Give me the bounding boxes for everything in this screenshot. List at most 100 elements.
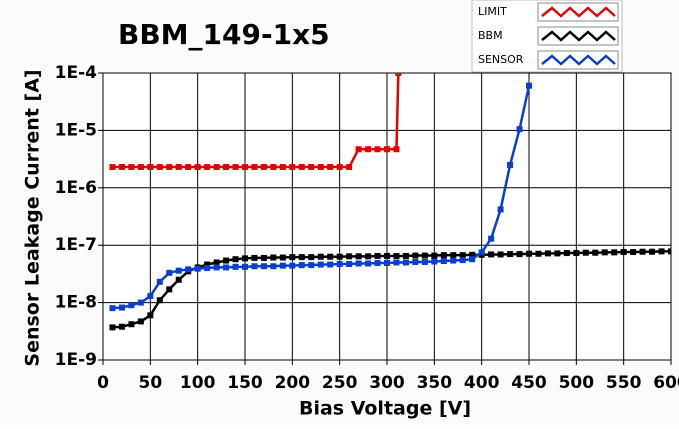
- data-point: [232, 164, 239, 171]
- data-point: [251, 254, 258, 261]
- data-point: [204, 265, 211, 272]
- data-point: [346, 253, 353, 260]
- data-point: [175, 276, 182, 283]
- data-point: [365, 260, 372, 267]
- data-point: [118, 164, 125, 171]
- chart-title: BBM_149-1x5: [118, 18, 330, 51]
- data-point: [128, 302, 135, 309]
- data-point: [204, 261, 211, 268]
- data-point: [582, 249, 589, 256]
- data-point: [526, 82, 532, 89]
- data-point: [393, 252, 400, 259]
- data-point: [336, 164, 343, 171]
- x-tick-label: 200: [275, 373, 311, 393]
- data-point: [393, 146, 400, 153]
- data-point: [649, 248, 656, 255]
- y-tick-label: 1E-5: [55, 120, 97, 140]
- x-tick-label: 300: [369, 373, 405, 393]
- data-point: [223, 257, 230, 264]
- data-point: [279, 164, 286, 171]
- data-point: [289, 262, 296, 269]
- data-point: [601, 249, 608, 256]
- data-point: [109, 164, 116, 171]
- y-tick-label: 1E-8: [55, 293, 97, 313]
- data-point: [289, 254, 296, 261]
- data-point: [431, 258, 438, 265]
- data-point: [374, 259, 381, 266]
- data-point: [450, 252, 457, 259]
- data-point: [128, 164, 135, 171]
- y-axis-label: Sensor Leakage Current [A]: [22, 69, 44, 366]
- data-point: [346, 261, 353, 268]
- data-point: [137, 299, 144, 306]
- data-point: [213, 259, 220, 266]
- data-point: [346, 164, 353, 171]
- data-point: [488, 235, 495, 242]
- data-point: [393, 259, 400, 266]
- legend-swatch-box: [537, 50, 619, 70]
- data-point: [118, 323, 125, 330]
- data-point: [384, 146, 390, 153]
- x-axis-label: Bias Voltage [V]: [299, 398, 471, 420]
- data-point: [251, 164, 258, 171]
- data-point: [412, 258, 419, 265]
- x-tick-label: 250: [322, 373, 358, 393]
- data-point: [507, 251, 514, 258]
- data-point: [109, 324, 116, 331]
- data-point: [232, 256, 239, 263]
- data-point: [147, 293, 154, 300]
- data-point: [526, 250, 532, 257]
- x-tick-label: 50: [138, 373, 162, 393]
- x-tick-label: 450: [511, 373, 547, 393]
- data-point: [270, 164, 277, 171]
- data-point: [185, 164, 192, 171]
- data-point: [194, 164, 201, 171]
- data-point: [298, 254, 305, 261]
- data-point: [147, 164, 154, 171]
- y-tick-label: 1E-7: [55, 235, 97, 255]
- data-point: [308, 164, 315, 171]
- data-point: [223, 264, 230, 271]
- data-point: [421, 252, 428, 259]
- data-point: [308, 262, 315, 269]
- data-point: [544, 250, 551, 257]
- data-point: [469, 251, 476, 258]
- data-point: [185, 266, 192, 273]
- data-point: [175, 267, 182, 274]
- data-point: [223, 164, 230, 171]
- data-point: [232, 263, 239, 270]
- legend-swatch: [541, 30, 616, 42]
- data-point: [242, 164, 248, 171]
- data-point: [327, 253, 334, 260]
- data-point: [279, 262, 286, 269]
- data-point: [355, 260, 362, 267]
- legend-label: SENSOR: [478, 53, 524, 66]
- plot-series: [109, 73, 671, 331]
- data-point: [213, 264, 220, 271]
- data-point: [336, 253, 343, 260]
- data-point: [242, 263, 248, 270]
- data-point: [270, 254, 277, 261]
- y-tick-label: 1E-9: [55, 350, 97, 370]
- data-point: [459, 257, 466, 264]
- data-point: [395, 73, 402, 76]
- data-point: [668, 248, 671, 255]
- data-point: [336, 261, 343, 268]
- data-point: [497, 206, 504, 213]
- x-tick-label: 600: [653, 373, 679, 393]
- data-point: [516, 251, 523, 258]
- data-point: [488, 251, 495, 258]
- legend-label: LIMIT: [478, 5, 507, 18]
- data-point: [384, 252, 390, 259]
- data-point: [573, 250, 580, 257]
- data-point: [374, 146, 381, 153]
- legend-label: BBM: [478, 29, 503, 42]
- data-point: [431, 252, 438, 259]
- data-point: [639, 248, 646, 255]
- data-point: [374, 252, 381, 259]
- data-point: [440, 252, 447, 259]
- data-point: [450, 257, 457, 264]
- data-point: [242, 255, 248, 262]
